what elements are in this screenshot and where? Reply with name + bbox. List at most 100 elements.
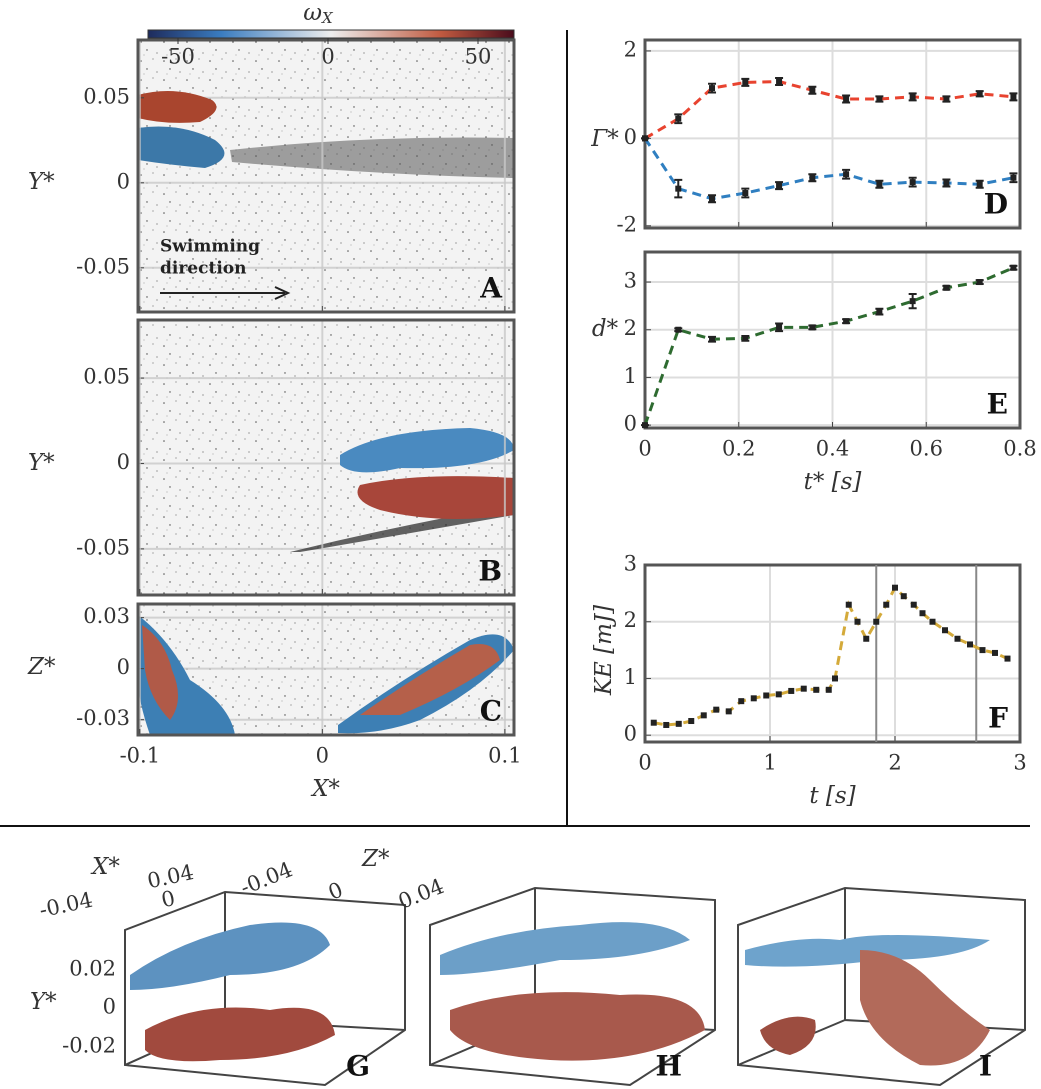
marker xyxy=(776,78,783,85)
marker xyxy=(979,647,986,654)
x-tick-label: 0 xyxy=(316,744,329,768)
series-line xyxy=(643,137,1014,201)
plot-background xyxy=(645,565,1020,742)
backgrounds xyxy=(138,40,1021,742)
wake xyxy=(230,137,514,178)
marker xyxy=(976,90,983,97)
y-tick-label: -0.03 xyxy=(76,706,130,730)
marker xyxy=(709,195,716,202)
marker xyxy=(825,686,832,693)
marker xyxy=(809,324,816,331)
marker xyxy=(776,324,783,331)
marker xyxy=(943,96,950,103)
marker xyxy=(700,712,707,719)
marker xyxy=(725,708,732,715)
x-axis-label: t [s] xyxy=(809,783,855,809)
y-tick-label: -2 xyxy=(617,212,637,236)
marker xyxy=(650,719,657,726)
annotation: Swimming xyxy=(160,237,260,257)
y-tick-label: 3 xyxy=(624,552,637,576)
marker xyxy=(675,720,682,727)
panel-label: D xyxy=(984,188,1008,221)
marker xyxy=(709,336,716,343)
colorbar-tick-label: 50 xyxy=(465,45,492,69)
y-tick-label: 2 xyxy=(624,316,637,340)
marker xyxy=(1010,174,1017,181)
z-tick-label: 0.04 xyxy=(395,874,447,914)
y-axis-label: KE [mJ] xyxy=(591,605,617,696)
marker xyxy=(943,179,950,186)
marker xyxy=(1010,93,1017,100)
x-tick-label: 0.1 xyxy=(488,744,521,768)
marker xyxy=(809,174,816,181)
panel-label: C xyxy=(480,695,502,728)
z-axis-label: Z* xyxy=(361,846,390,872)
marker xyxy=(892,584,898,591)
y-axis-label: Y* xyxy=(30,989,57,1015)
x-tick-label: 0.4 xyxy=(816,437,849,461)
y-tick-label: 0.03 xyxy=(83,604,130,628)
x-tick-label: -0.1 xyxy=(120,744,161,768)
axes-frame xyxy=(643,563,1022,744)
y-tick-label: 0 xyxy=(624,125,637,149)
y-tick-label: 1 xyxy=(624,364,637,388)
y-tick-label: -0.05 xyxy=(76,535,130,559)
marker xyxy=(713,706,720,713)
marker xyxy=(863,635,870,642)
y-axis-label: d* xyxy=(592,316,619,342)
y-axis-label: Γ* xyxy=(590,126,619,152)
x-tick-label: 2 xyxy=(888,751,901,775)
marker xyxy=(742,190,749,197)
marker xyxy=(876,308,883,315)
marker xyxy=(763,692,770,699)
x-tick-label: 0.8 xyxy=(1003,437,1036,461)
marker xyxy=(800,685,807,692)
marker xyxy=(900,593,907,600)
marker xyxy=(976,181,983,188)
x-tick-label: 0 xyxy=(159,886,177,912)
marker xyxy=(742,335,749,342)
marker xyxy=(919,610,926,617)
y-tick-label: 2 xyxy=(624,37,637,61)
marker xyxy=(675,185,682,192)
marker xyxy=(876,181,883,188)
marker xyxy=(873,618,880,625)
blob xyxy=(138,126,225,168)
marker xyxy=(788,687,795,694)
x-axis-label: X* xyxy=(90,854,120,880)
y-tick-label: 0 xyxy=(117,169,130,193)
colorbar-label-sub: X xyxy=(321,9,334,27)
y-tick-label: 0 xyxy=(117,450,130,474)
marker xyxy=(883,601,890,608)
colorbar xyxy=(147,29,515,39)
marker xyxy=(776,182,783,189)
series-line xyxy=(644,80,1014,140)
panel-label: A xyxy=(479,272,503,305)
marker xyxy=(1004,655,1011,662)
x-axis-label: X* xyxy=(310,776,340,802)
y-tick-label: 1 xyxy=(624,665,637,689)
marker xyxy=(910,601,917,608)
x-tick-label: 1 xyxy=(763,751,776,775)
x-tick-label: 0 xyxy=(638,437,651,461)
marker xyxy=(854,618,861,625)
marker xyxy=(942,627,948,634)
axes-frame xyxy=(136,318,516,597)
x-tick-label: -0.04 xyxy=(37,888,95,923)
marker xyxy=(688,718,695,725)
marker xyxy=(845,601,852,608)
marker xyxy=(909,179,916,186)
marker xyxy=(742,79,749,86)
panel-label: E xyxy=(987,388,1008,421)
axes-frame xyxy=(136,602,516,737)
blob xyxy=(357,476,514,519)
panel-label: F xyxy=(988,702,1008,735)
y-axis-label: Y* xyxy=(28,169,55,195)
annotation: direction xyxy=(160,259,246,279)
marker xyxy=(909,93,916,100)
y-tick-label: -0.02 xyxy=(62,1034,116,1058)
marker xyxy=(675,115,682,122)
x-tick-label: 0.2 xyxy=(722,437,755,461)
colorbar-tick-label: -50 xyxy=(161,45,195,69)
